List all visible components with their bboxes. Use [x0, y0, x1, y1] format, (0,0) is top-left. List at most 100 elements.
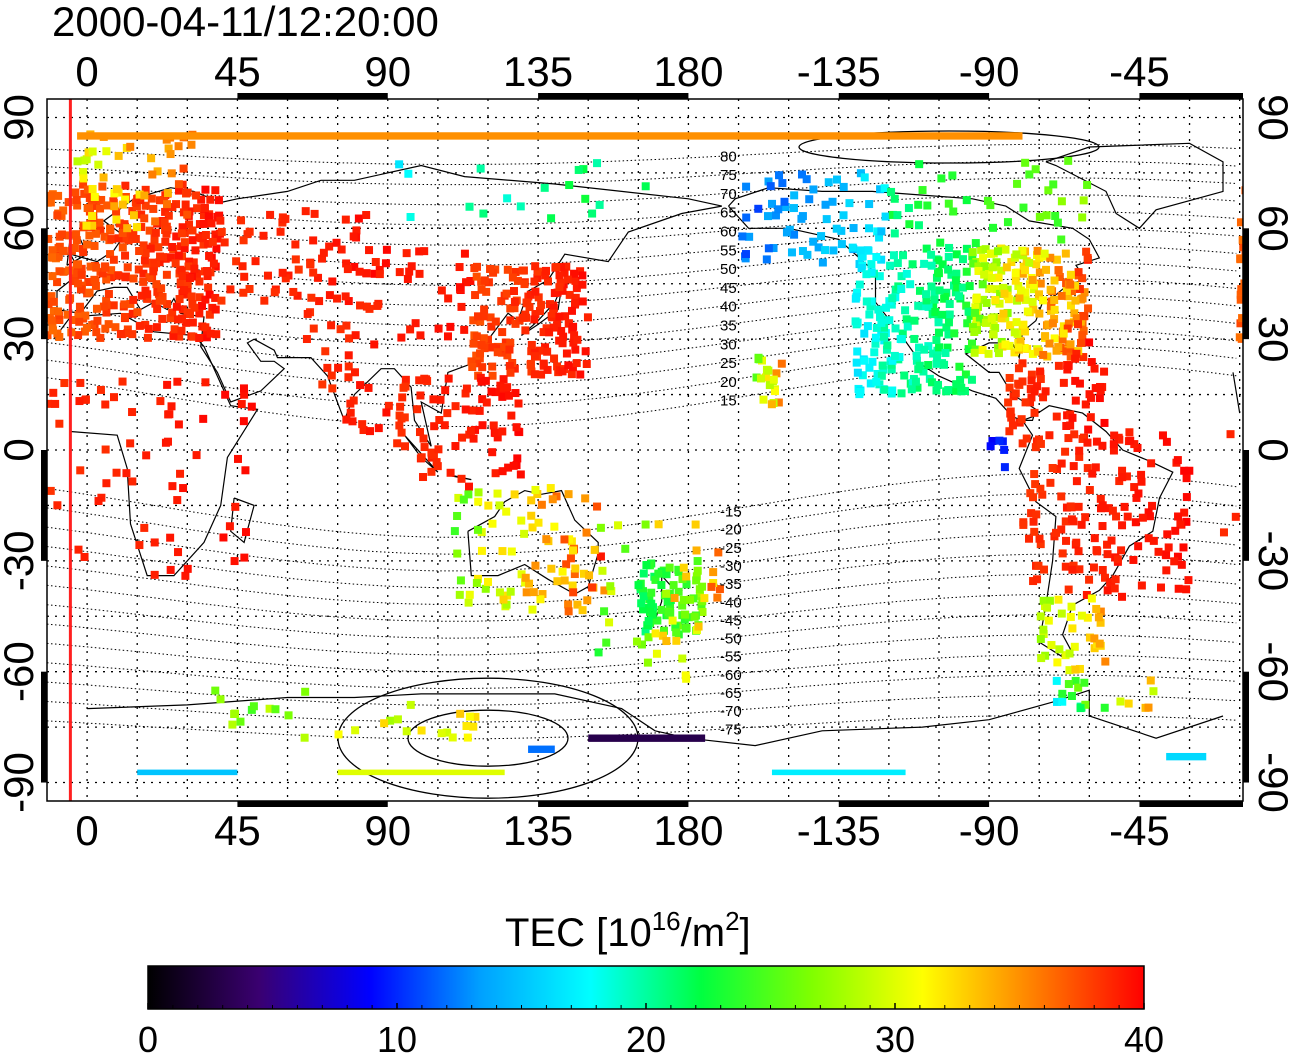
- tec-point: [483, 335, 492, 344]
- tec-point: [544, 277, 553, 286]
- tec-point: [593, 502, 602, 511]
- polar-band: [528, 745, 555, 753]
- tec-point: [837, 226, 846, 235]
- tec-point: [1072, 538, 1081, 547]
- tec-point: [1083, 613, 1092, 622]
- tec-point: [1005, 427, 1014, 436]
- tec-point: [977, 245, 986, 254]
- tec-point: [879, 365, 888, 374]
- tec-point: [510, 287, 519, 296]
- tec-point: [893, 259, 902, 268]
- lon-tick-top: -135: [797, 48, 881, 95]
- tec-point: [417, 453, 426, 462]
- tec-point: [1048, 319, 1057, 328]
- tec-point: [488, 343, 497, 352]
- frame-bar: [1139, 801, 1243, 807]
- tec-point: [1078, 274, 1087, 283]
- tec-point: [858, 252, 867, 261]
- tec-point: [109, 393, 118, 402]
- tec-point: [781, 203, 790, 212]
- tec-point: [647, 599, 656, 608]
- tec-point: [123, 263, 132, 272]
- tec-point: [77, 270, 86, 279]
- tec-point: [639, 569, 648, 578]
- tec-point: [491, 317, 500, 326]
- tec-point: [1163, 530, 1172, 539]
- tec-point: [1069, 561, 1078, 570]
- mag-lat-contour: [47, 674, 1237, 706]
- tec-point: [473, 574, 482, 583]
- tec-point: [919, 367, 928, 376]
- mag-lat-label: 70: [720, 186, 737, 203]
- tec-point: [934, 256, 943, 265]
- tec-point: [243, 230, 252, 239]
- tec-point: [306, 259, 315, 268]
- tec-point: [1100, 418, 1109, 427]
- tec-point: [59, 206, 68, 215]
- tec-point: [143, 333, 152, 342]
- colorbar: TEC [1016/m2] 0 10 20 30 40: [138, 906, 1164, 1057]
- tec-point: [986, 249, 995, 258]
- polar-band: [77, 132, 1023, 140]
- tec-point: [872, 377, 881, 386]
- tec-point: [1035, 534, 1044, 543]
- tec-point: [714, 548, 723, 557]
- tec-point: [221, 390, 230, 399]
- tec-point: [978, 280, 987, 289]
- tec-point: [1118, 473, 1127, 482]
- tec-point: [962, 196, 971, 205]
- tec-point: [112, 215, 121, 224]
- tec-point: [832, 224, 841, 233]
- tec-point: [149, 263, 158, 272]
- tec-point: [446, 322, 455, 331]
- lat-tick-right: 90: [1250, 94, 1292, 141]
- tec-point: [1050, 305, 1059, 314]
- tec-point: [953, 283, 962, 292]
- tec-point: [1161, 550, 1170, 559]
- tec-point: [949, 207, 958, 216]
- tec-point: [1031, 480, 1040, 489]
- tec-point: [814, 243, 823, 252]
- tec-point: [47, 191, 56, 200]
- tec-point: [516, 202, 525, 211]
- tec-point: [462, 722, 471, 731]
- lat-tick-left: 90: [0, 94, 42, 141]
- tec-point: [681, 610, 690, 619]
- tec-point: [560, 535, 569, 544]
- tec-point: [124, 236, 133, 245]
- tec-point: [1016, 286, 1025, 295]
- tec-point: [569, 546, 578, 555]
- tec-point: [897, 389, 906, 398]
- tec-point: [81, 311, 90, 320]
- tec-point: [474, 488, 483, 497]
- tec-point: [98, 182, 107, 191]
- tec-point: [456, 576, 465, 585]
- tec-point: [302, 335, 311, 344]
- lon-tick-top: -90: [959, 48, 1020, 95]
- tec-point: [805, 195, 814, 204]
- tec-point: [88, 221, 97, 230]
- tec-point: [578, 606, 587, 615]
- tec-point: [1057, 459, 1066, 468]
- tec-point: [1087, 594, 1096, 603]
- mag-lat-label: 80: [720, 148, 737, 165]
- tec-point: [102, 479, 111, 488]
- tec-point: [240, 553, 249, 562]
- tec-point: [564, 607, 573, 616]
- tec-point: [1007, 258, 1016, 267]
- tec-point: [100, 232, 109, 241]
- tec-point: [325, 242, 334, 251]
- tec-point: [978, 346, 987, 355]
- tec-point: [882, 345, 891, 354]
- tec-point: [437, 286, 446, 295]
- tec-point: [468, 406, 477, 415]
- tec-point: [862, 270, 871, 279]
- lat-tick-right: -30: [1250, 530, 1292, 591]
- tec-point: [1003, 218, 1012, 227]
- tec-point: [1089, 563, 1098, 572]
- tec-point: [1039, 350, 1048, 359]
- tec-point: [1240, 279, 1243, 288]
- tec-point: [974, 266, 983, 275]
- tec-point: [657, 605, 666, 614]
- tec-point: [666, 603, 675, 612]
